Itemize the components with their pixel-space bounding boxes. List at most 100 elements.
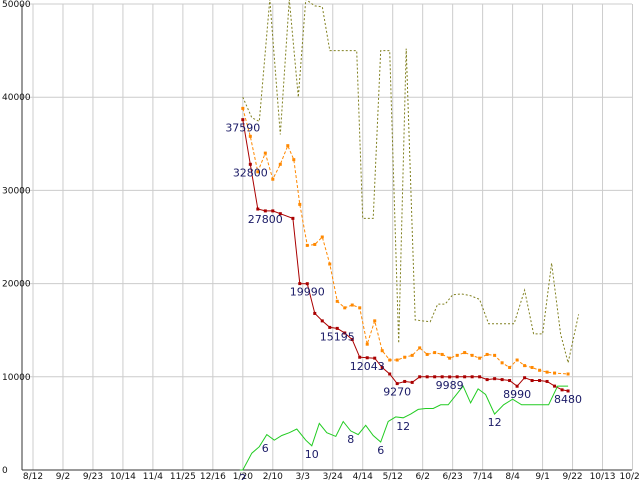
data-point — [455, 375, 459, 379]
data-point — [241, 118, 245, 122]
series-line-4 — [239, 385, 569, 471]
x-tick-label: 2/10 — [263, 472, 283, 480]
data-point — [545, 370, 549, 374]
data-point — [538, 368, 542, 372]
data-label: 19990 — [290, 286, 325, 299]
data-point — [500, 361, 504, 365]
data-point — [350, 303, 354, 307]
data-point — [455, 353, 459, 357]
chart-data-labels: 3759032800278001999015195120439270998989… — [225, 122, 582, 480]
data-point — [500, 378, 504, 382]
x-tick-label: 9/2 — [56, 472, 70, 480]
data-label: 9270 — [383, 386, 411, 399]
series-line-2 — [242, 108, 569, 375]
data-point — [440, 375, 444, 379]
x-tick-label: 10/27 — [620, 472, 640, 480]
data-label: 37590 — [225, 122, 260, 135]
data-point — [418, 346, 422, 350]
data-point — [256, 170, 260, 174]
data-point — [320, 235, 324, 239]
data-point — [291, 216, 295, 220]
data-point — [350, 338, 354, 342]
data-point — [358, 306, 362, 310]
data-point — [410, 353, 414, 357]
data-point — [485, 378, 489, 382]
data-point — [271, 209, 275, 213]
data-point — [553, 384, 557, 388]
data-point — [373, 356, 377, 360]
data-point — [335, 326, 339, 330]
y-tick-label: 10000 — [2, 373, 31, 383]
data-point — [278, 212, 282, 216]
data-point — [343, 331, 347, 335]
data-label: 27800 — [248, 213, 283, 226]
data-point — [403, 355, 407, 359]
x-tick-label: 11/25 — [170, 472, 196, 480]
data-point — [365, 342, 369, 346]
data-point — [470, 353, 474, 357]
data-point — [305, 243, 309, 247]
x-tick-label: 11/4 — [143, 472, 163, 480]
data-label: 8 — [347, 433, 354, 446]
data-point — [523, 364, 527, 368]
data-point — [305, 282, 309, 286]
data-point — [448, 375, 452, 379]
series-line-1 — [242, 119, 569, 392]
data-point — [328, 262, 332, 266]
data-point — [365, 356, 369, 360]
data-point — [463, 351, 467, 355]
data-point — [248, 134, 252, 138]
data-point — [463, 375, 467, 379]
data-point — [395, 358, 399, 362]
x-tick-label: 6/2 — [415, 472, 429, 480]
data-point — [395, 382, 399, 386]
data-point — [380, 349, 384, 353]
data-label: 6 — [262, 442, 269, 455]
data-point — [538, 379, 542, 383]
data-label: 10 — [305, 448, 319, 461]
data-point — [485, 352, 489, 356]
data-point — [553, 371, 557, 375]
data-point — [403, 379, 407, 383]
y-tick-label: 30000 — [2, 186, 31, 196]
data-point — [493, 353, 497, 357]
data-point — [545, 379, 549, 383]
x-tick-label: 8/12 — [23, 472, 43, 480]
data-point — [263, 151, 267, 155]
x-tick-label: 1/20 — [233, 472, 253, 480]
chart-grid — [21, 3, 634, 471]
data-point — [298, 282, 302, 286]
data-point — [241, 106, 245, 110]
x-tick-label: 6/23 — [443, 472, 463, 480]
data-label: 8480 — [554, 393, 582, 406]
data-point — [523, 376, 527, 380]
data-point — [440, 352, 444, 356]
data-point — [515, 384, 519, 388]
data-point — [256, 207, 260, 211]
x-tick-label: 3/24 — [323, 472, 343, 480]
data-point — [298, 202, 302, 206]
data-point — [470, 375, 474, 379]
data-point — [508, 379, 512, 383]
data-point — [335, 299, 339, 303]
data-point — [278, 162, 282, 166]
data-point — [493, 377, 497, 381]
data-point — [271, 177, 275, 181]
data-point — [313, 242, 317, 246]
data-point — [530, 379, 534, 383]
chart-series-group — [239, 0, 580, 471]
y-tick-label: 0 — [2, 466, 8, 476]
x-tick-label: 9/1 — [535, 472, 549, 480]
data-point — [388, 372, 392, 376]
x-tick-label: 5/12 — [383, 472, 403, 480]
data-point — [328, 325, 332, 329]
data-point — [358, 355, 362, 359]
data-point — [425, 352, 429, 356]
y-tick-label: 40000 — [2, 93, 31, 103]
data-point — [380, 365, 384, 369]
data-point — [560, 388, 564, 392]
data-point — [566, 372, 570, 376]
data-point — [343, 306, 347, 310]
